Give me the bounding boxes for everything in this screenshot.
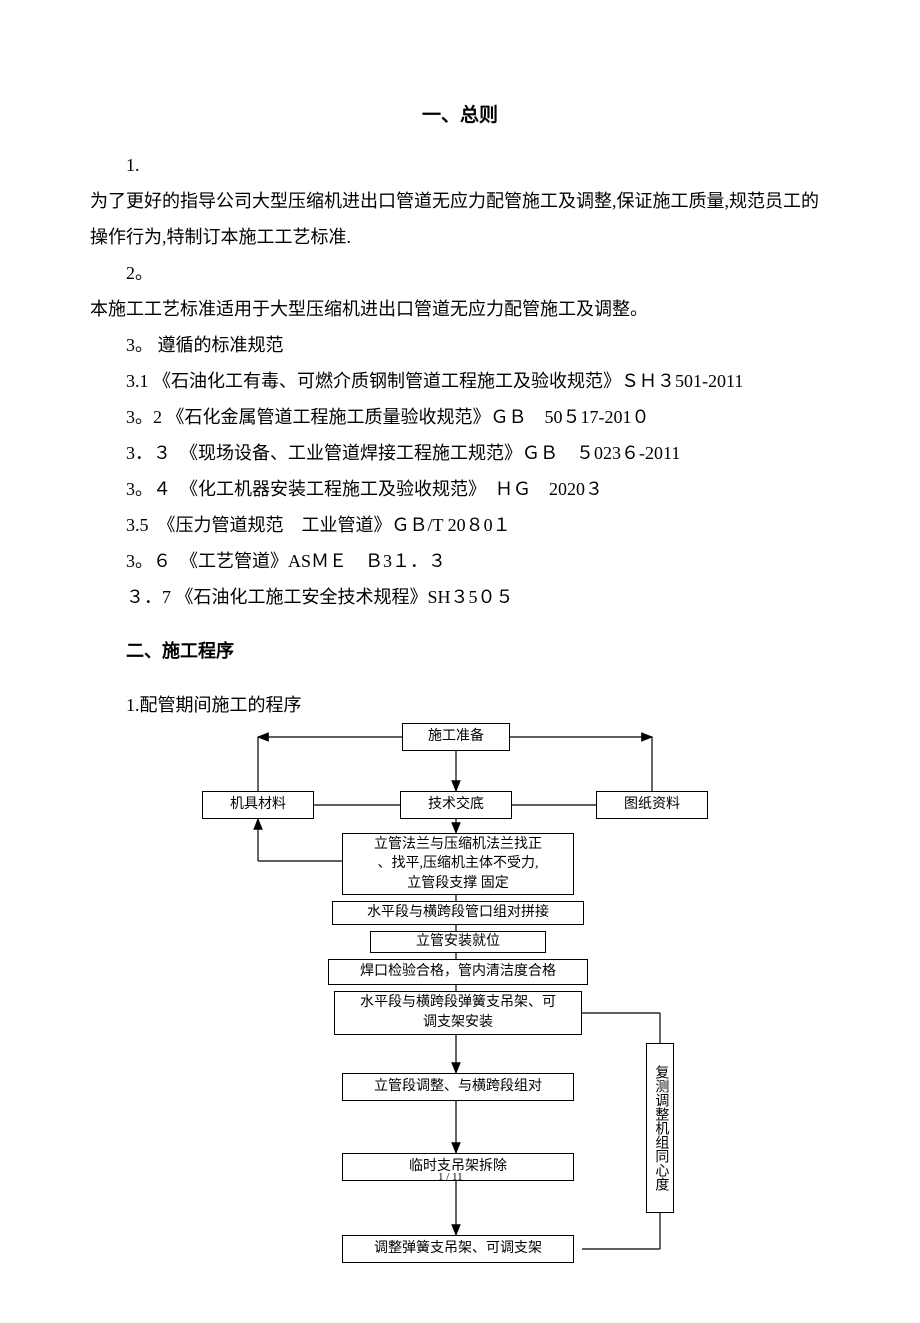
flow-box-8: 焊口检验合格，管内清洁度合格 [328, 959, 588, 985]
flow-box-9: 水平段与横跨段弹簧支吊架、可 调支架安装 [334, 991, 582, 1035]
para-2-body: 本施工工艺标准适用于大型压缩机进出口管道无应力配管施工及调整。 [90, 291, 830, 327]
para-1-body: 为了更好的指导公司大型压缩机进出口管道无应力配管施工及调整,保证施工质量,规范员… [90, 183, 830, 255]
spec-3-4: 3。４ 《化工机器安装工程施工及验收规范》 ＨＧ 2020３ [90, 471, 830, 507]
spec-3-5: 3.5 《压力管道规范 工业管道》ＧＢ/T 20８0１ [90, 507, 830, 543]
spec-3-1: 3.1 《石油化工有毒、可燃介质钢制管道工程施工及验收规范》ＳＨ３501-201… [90, 363, 830, 399]
spec-3-3: 3．３ 《现场设备、工业管道焊接工程施工规范》ＧＢ ５023６-2011 [90, 435, 830, 471]
spec-3-2: 3。2 《石化金属管道工程施工质量验收规范》ＧＢ 50５17-201０ [90, 399, 830, 435]
heading-2: 二、施工程序 [90, 633, 830, 669]
flow-box-6: 水平段与横跨段管口组对拼接 [332, 901, 584, 925]
main-title: 一、总则 [90, 100, 830, 127]
flow-box-1: 施工准备 [402, 723, 510, 751]
flow-box-10: 立管段调整、与横跨段组对 [342, 1073, 574, 1101]
flow-intro: 1.配管期间施工的程序 [90, 687, 830, 723]
spec-3-7: ３．7 《石油化工施工安全技术规程》SH３5０５ [90, 579, 830, 615]
flow-box-12: 调整弹簧支吊架、可调支架 [342, 1235, 574, 1263]
spec-3-6: 3。６ 《工艺管道》ASＭＥ Ｂ3１．３ [90, 543, 830, 579]
flow-box-5: 立管法兰与压缩机法兰找正 、找平,压缩机主体不受力, 立管段支撑 固定 [342, 833, 574, 895]
para-1-num: 1. [90, 147, 830, 183]
flow-box-7: 立管安装就位 [370, 931, 546, 953]
page-number: 1 / 11 [438, 1171, 463, 1183]
flow-box-3: 技术交底 [400, 791, 512, 819]
flow-vbox: 复测调整机组同心度 [646, 1043, 674, 1213]
para-2-num: 2。 [90, 255, 830, 291]
flow-box-2: 机具材料 [202, 791, 314, 819]
flowchart: 施工准备 机具材料 技术交底 图纸资料 立管法兰与压缩机法兰找正 、找平,压缩机… [90, 723, 830, 1283]
flow-box-4: 图纸资料 [596, 791, 708, 819]
para-3: 3。 遵循的标准规范 [90, 327, 830, 363]
